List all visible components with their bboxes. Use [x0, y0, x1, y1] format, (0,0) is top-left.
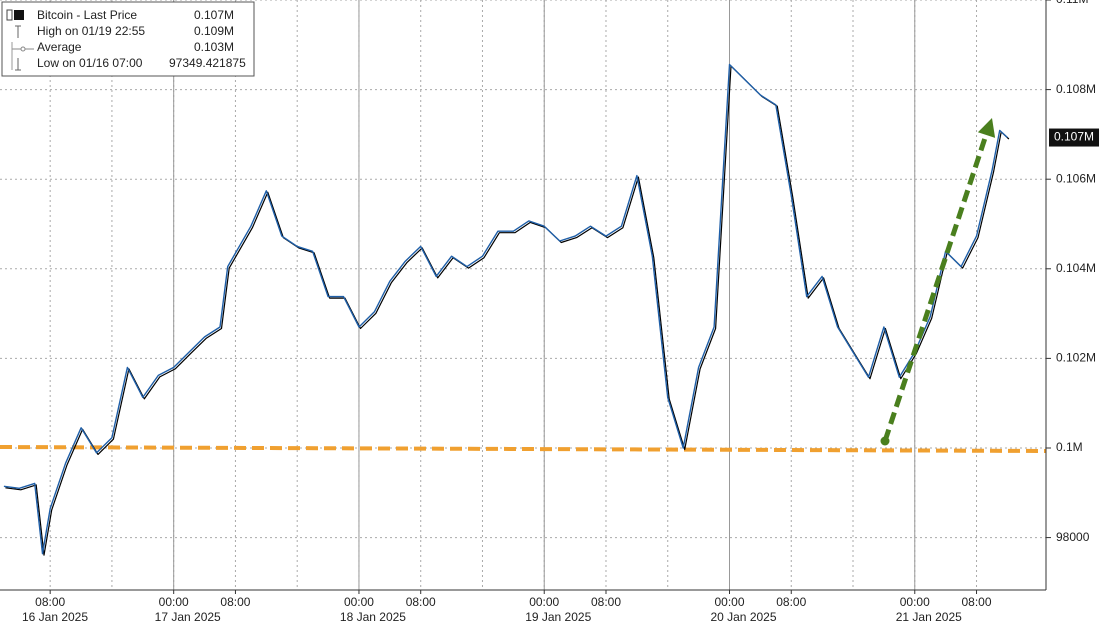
x-tick-label: 00:00 [714, 595, 744, 609]
price-line [3, 63, 1008, 555]
y-tick-label: 98000 [1056, 530, 1090, 544]
x-tick-label: 00:00 [529, 595, 559, 609]
legend-label: Average [37, 40, 82, 54]
arrow-start [880, 436, 890, 446]
grid-layer [0, 0, 1046, 590]
support-line [0, 445, 1047, 453]
x-tick-label: 08:00 [35, 595, 65, 609]
trend-arrow [880, 118, 996, 446]
date-label: 19 Jan 2025 [525, 610, 591, 624]
legend: Bitcoin - Last Price 0.107M High on 01/1… [1, 1, 255, 77]
legend-value: 0.107M [194, 8, 234, 22]
legend-icon [15, 58, 21, 71]
legend-label: Bitcoin - Last Price [37, 8, 137, 22]
date-label: 20 Jan 2025 [710, 610, 776, 624]
y-tick-label: 0.106M [1056, 171, 1096, 185]
y-tick-label: 0.104M [1056, 261, 1096, 275]
date-label: 17 Jan 2025 [155, 610, 221, 624]
line-layer [3, 63, 1010, 556]
price-tag [1049, 128, 1099, 147]
legend-label: Low on 01/16 07:00 [37, 56, 143, 70]
legend-value: 97349.421875 [169, 56, 246, 70]
date-label: 16 Jan 2025 [22, 610, 88, 624]
date-label: 21 Jan 2025 [896, 610, 962, 624]
x-tick-label: 08:00 [776, 595, 806, 609]
y-tick-label: 0.102M [1056, 351, 1096, 365]
x-tick-label: 08:00 [591, 595, 621, 609]
x-tick-label: 08:00 [220, 595, 250, 609]
y-tick-label: 0.11M [1056, 0, 1088, 6]
x-tick-label: 00:00 [900, 595, 930, 609]
legend-icon [20, 46, 26, 52]
legend-icon [6, 9, 13, 21]
legend-value: 0.103M [194, 40, 234, 54]
x-tick-label: 08:00 [406, 595, 436, 609]
legend-box [1, 1, 255, 77]
price-tag-label: 0.107M [1054, 130, 1094, 144]
legend-label: High on 01/19 22:55 [37, 24, 145, 38]
date-label: 18 Jan 2025 [340, 610, 406, 624]
legend-icon [15, 25, 21, 38]
legend-value: 0.109M [194, 24, 234, 38]
legend-icon [14, 10, 24, 20]
arrow-head [977, 118, 996, 138]
x-tick-label: 00:00 [159, 595, 189, 609]
y-tick-label: 0.108M [1056, 82, 1096, 96]
x-tick-label: 08:00 [962, 595, 992, 609]
y-tick-label: 0.1M [1056, 440, 1083, 454]
x-tick-label: 00:00 [344, 595, 374, 609]
